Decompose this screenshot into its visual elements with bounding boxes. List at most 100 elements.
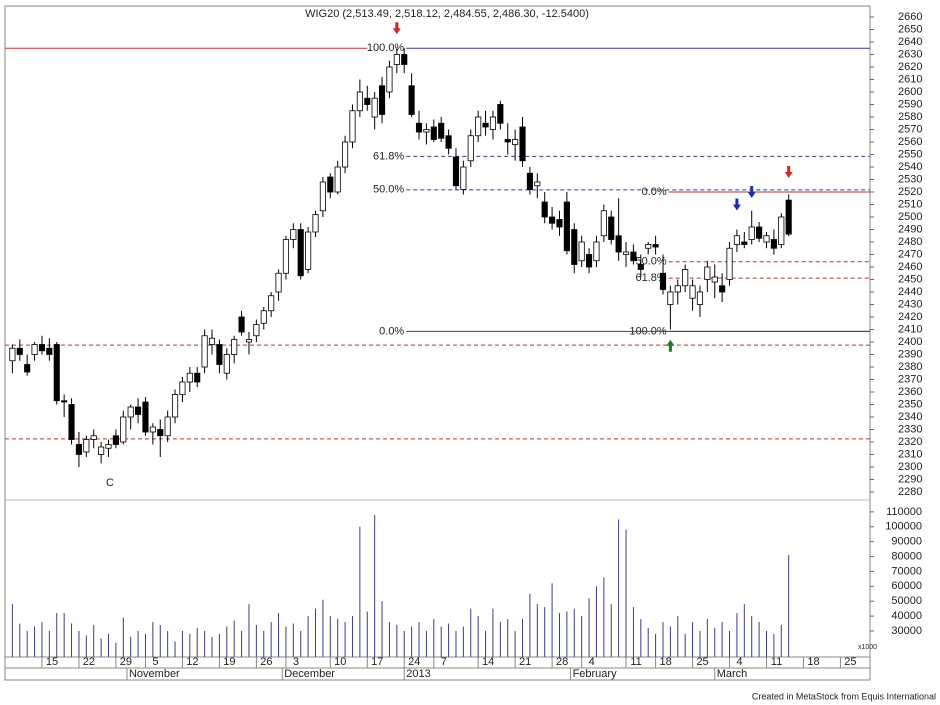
candle-body <box>512 139 519 145</box>
y-tick-label: 2320 <box>898 436 922 448</box>
candle-body <box>645 244 652 249</box>
candle-body <box>216 344 223 365</box>
candle-body <box>24 364 31 373</box>
candle-body <box>238 316 245 333</box>
candle-body <box>571 229 578 265</box>
candle-body <box>460 166 467 190</box>
candle-body <box>201 335 208 368</box>
y-tick-label: 2590 <box>898 98 922 110</box>
candle-body <box>378 85 386 115</box>
candle-body <box>61 400 68 403</box>
candle-body <box>733 235 740 245</box>
y-tick-label: 2360 <box>898 386 922 398</box>
candle-body <box>275 272 282 293</box>
candle-body <box>231 339 238 355</box>
y-tick-label: 2460 <box>898 261 922 273</box>
y-tick-label: 2490 <box>898 223 922 235</box>
candle-body <box>31 344 38 355</box>
x-tick-label: 14 <box>482 656 494 668</box>
candle-body <box>719 285 726 293</box>
x-tick-label: 25 <box>844 656 856 668</box>
candle-body <box>430 126 437 140</box>
candle-body <box>53 344 60 402</box>
candle-body <box>667 291 674 305</box>
y-tick-label: 2340 <box>898 411 922 423</box>
candle-body <box>578 241 585 262</box>
month-label: November <box>129 668 180 680</box>
y-tick-label: 2630 <box>898 48 922 60</box>
x-tick-label: 29 <box>120 656 132 668</box>
x-tick-label: 21 <box>519 656 531 668</box>
candle-body <box>438 122 445 139</box>
candle-body <box>38 344 46 352</box>
y-tick-label: 2640 <box>898 36 922 48</box>
candle-body <box>297 229 304 277</box>
y-tick-label: 2560 <box>898 136 922 148</box>
x-tick-label: 11 <box>771 656 782 668</box>
candle-body <box>371 97 378 118</box>
volume-tick-label: 50000 <box>891 595 922 607</box>
candle-body <box>194 372 201 383</box>
x-tick-label: 11 <box>630 656 641 668</box>
volume-tick-label: 110000 <box>886 506 922 518</box>
arrow <box>747 186 756 198</box>
candle-body <box>726 247 733 280</box>
candle-body <box>75 444 82 455</box>
candle-body <box>334 166 341 193</box>
candle-body <box>526 172 533 190</box>
candle-body <box>245 339 253 343</box>
candle-body <box>179 381 186 395</box>
candle-body <box>68 404 75 440</box>
candle-body <box>253 324 260 337</box>
candle-body <box>305 231 312 270</box>
arrow <box>666 339 675 352</box>
y-tick-label: 2500 <box>898 211 922 223</box>
candle-body <box>682 269 689 287</box>
candle-body <box>90 435 97 440</box>
candle-body <box>393 54 400 65</box>
candle-body <box>260 310 267 324</box>
candle-body <box>290 229 297 240</box>
month-label: February <box>573 668 618 680</box>
candle-body <box>778 216 785 245</box>
candle-body <box>16 347 23 355</box>
y-tick-label: 2540 <box>898 161 922 173</box>
candle-body <box>756 226 763 239</box>
candle-body <box>282 239 290 274</box>
candle-body <box>105 444 112 449</box>
month-label: March <box>717 668 748 680</box>
level-label: 61.8% <box>373 150 404 162</box>
candle-body <box>171 394 179 418</box>
candle-body <box>593 241 600 262</box>
y-tick-label: 2530 <box>898 173 922 185</box>
candle-body <box>268 295 275 312</box>
level-label: 0.0% <box>642 186 667 198</box>
y-tick-label: 2300 <box>898 461 922 473</box>
candle-body <box>401 54 408 65</box>
volume-tick-label: 40000 <box>891 610 922 622</box>
y-tick-label: 2420 <box>898 311 922 323</box>
candle-body <box>689 285 696 299</box>
candle-body <box>164 416 171 437</box>
candle-body <box>149 426 156 433</box>
y-tick-label: 2660 <box>898 11 922 23</box>
y-tick-label: 2430 <box>898 298 922 310</box>
y-tick-label: 2520 <box>898 186 922 198</box>
y-tick-label: 2450 <box>898 273 922 285</box>
candle-body <box>120 416 127 443</box>
candle-body <box>556 219 563 228</box>
volume-tick-label: 80000 <box>891 550 922 562</box>
x-tick-label: 5 <box>152 656 158 668</box>
y-tick-label: 2620 <box>898 61 922 73</box>
y-tick-label: 2370 <box>898 373 922 385</box>
candle-body <box>356 91 363 112</box>
arrow <box>784 166 793 178</box>
candle-body <box>704 266 711 280</box>
annotation: C <box>106 477 114 489</box>
level-label: 100.0% <box>367 42 405 54</box>
candle-body <box>637 264 644 270</box>
candle-body <box>770 239 777 249</box>
volume-tick-label: 30000 <box>891 625 922 637</box>
y-tick-label: 2390 <box>898 348 922 360</box>
